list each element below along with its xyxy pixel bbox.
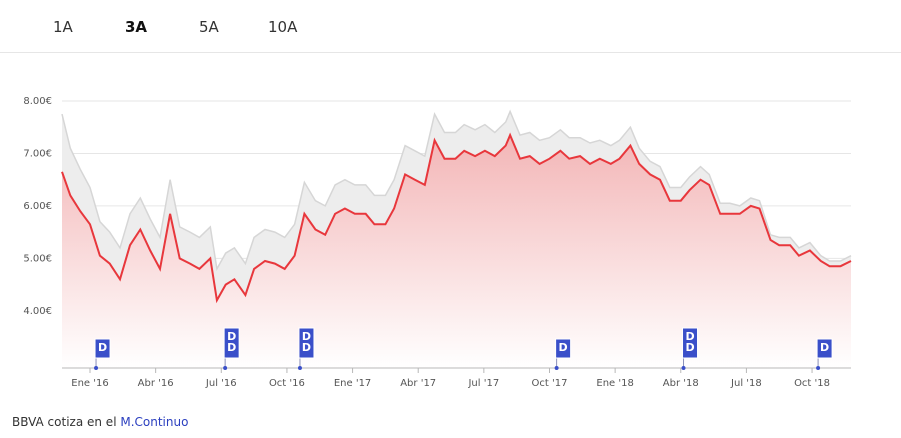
x-tick-label: Jul '17 (467, 378, 499, 389)
line (61, 132, 852, 304)
x-tick-label: Abr '17 (400, 378, 436, 389)
tab[interactable]: 1A (53, 18, 73, 36)
y-tick-label: 5.00€ (23, 253, 52, 264)
flag-label: D (98, 341, 107, 354)
range-tabs: 1A 3A 5A 10A (0, 0, 901, 53)
footer-link[interactable]: M.Continuo (120, 415, 189, 429)
flag-label: D (559, 341, 568, 354)
flag-dot (816, 366, 821, 370)
dividend-flag (816, 338, 833, 359)
x-tick-label: Oct '18 (794, 378, 830, 389)
y-tick-label: 8.00€ (23, 96, 52, 107)
y-tick-label: 7.00€ (23, 148, 52, 159)
tab[interactable]: 10A (268, 18, 298, 36)
flag-label: D (820, 341, 829, 354)
dividend-flag (298, 327, 315, 359)
chart: 4.00€ 5.00€ 6.00€ 7.00€ 8.00€ Ene '16 Abr '16 J… (23, 96, 852, 389)
flag-label: D (227, 330, 236, 343)
dividend-flag (223, 327, 240, 359)
y-tick-label: 4.00€ (23, 306, 52, 317)
x-tick-label: Ene '16 (71, 378, 108, 389)
dividend-flag (682, 327, 699, 359)
flag-dot (223, 366, 228, 370)
footer-text: BBVA cotiza en el (12, 415, 117, 429)
x-tick-label: Ene '17 (334, 378, 371, 389)
flag-label: D (302, 330, 311, 343)
dividend-flag (555, 338, 572, 359)
y-tick-label: 6.00€ (23, 201, 52, 212)
footer: BBVA cotiza en el M.Continuo (12, 415, 188, 429)
x-tick-label: Jul '18 (730, 378, 762, 389)
x-tick-label: Oct '16 (269, 378, 305, 389)
flag-dot (297, 366, 302, 370)
flag-dot (94, 366, 99, 370)
tab[interactable]: 5A (199, 18, 219, 36)
flag-dot (554, 366, 559, 370)
x-tick-label: Abr '16 (138, 378, 174, 389)
x-tick-label: Ene '18 (596, 378, 633, 389)
line (61, 109, 852, 272)
flag-label: D (227, 341, 236, 354)
flag-label: D (685, 341, 694, 354)
flag-label: D (685, 330, 694, 343)
x-tick-label: Abr '18 (663, 378, 699, 389)
area (62, 135, 851, 368)
dividend-flag (94, 338, 111, 359)
tab[interactable]: 3A (125, 18, 148, 36)
x-tick-label: Oct '17 (532, 378, 568, 389)
flag-dot (681, 366, 686, 370)
flag-label: D (302, 341, 311, 354)
x-tick-label: Jul '16 (205, 378, 237, 389)
